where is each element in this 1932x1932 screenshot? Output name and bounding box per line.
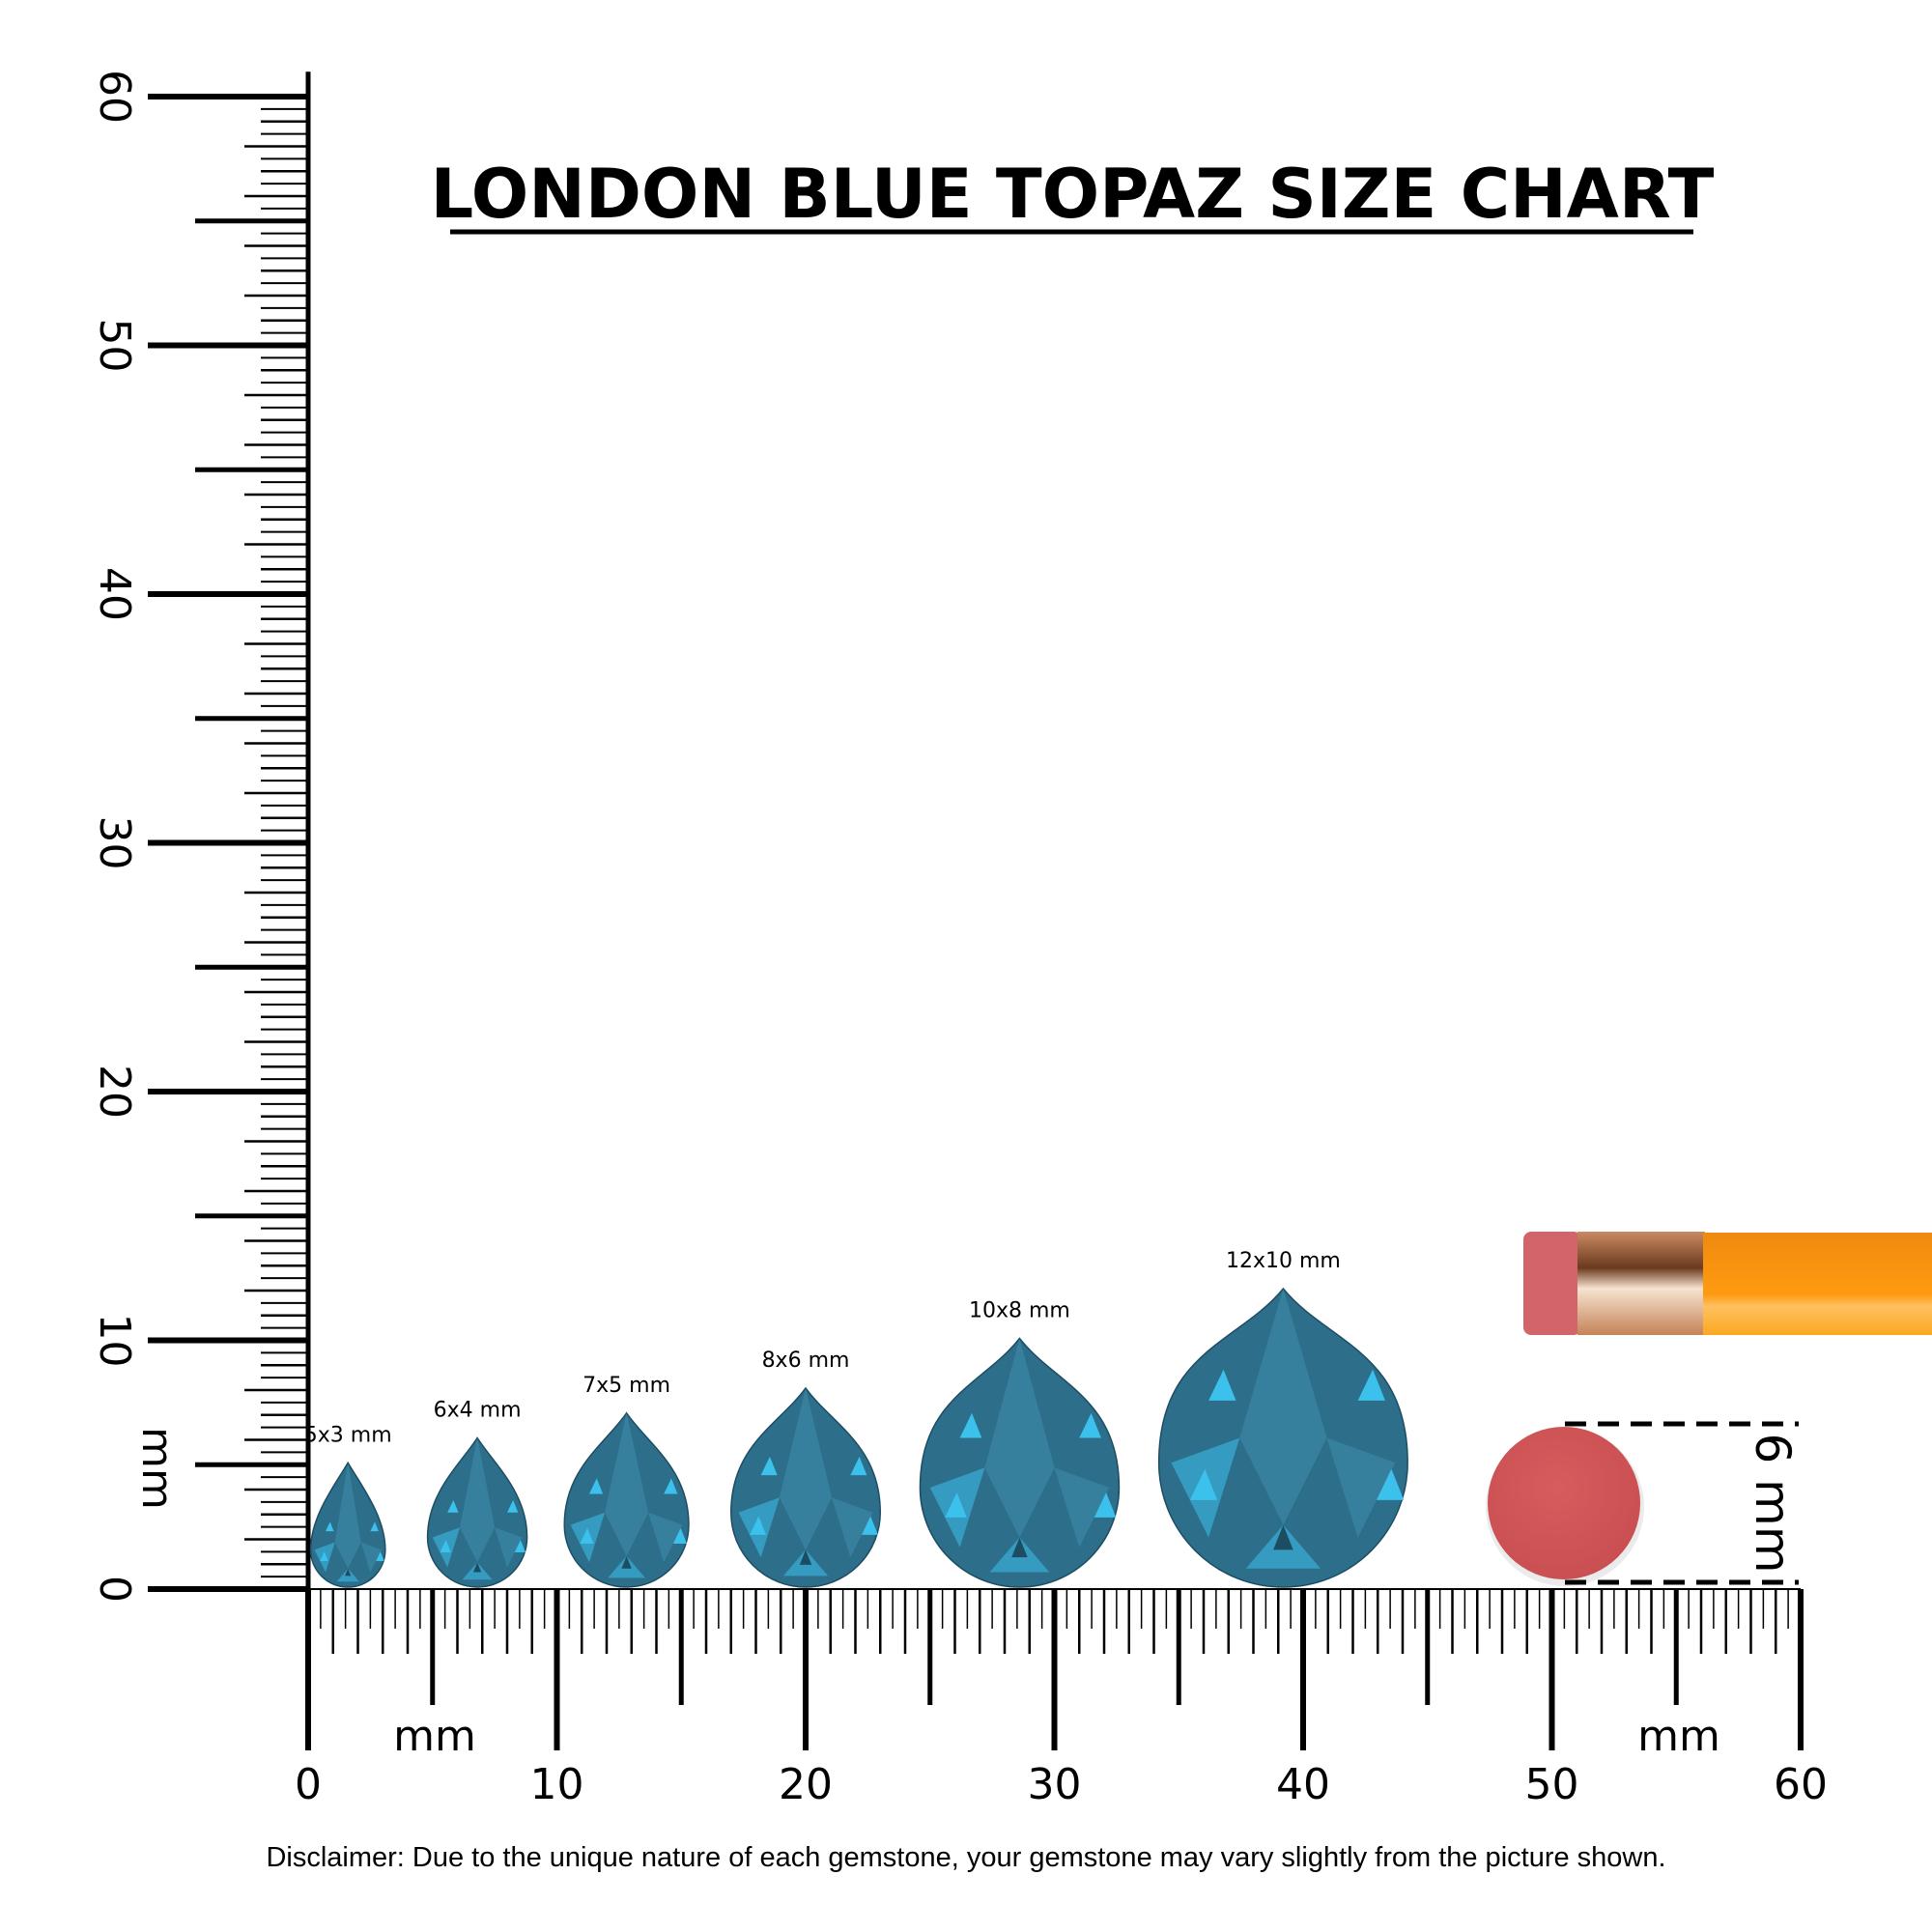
pencil-body (1703, 1233, 1932, 1335)
gem-facet (1054, 1467, 1110, 1548)
gem-10x8mm: 10x8 mm (919, 1299, 1121, 1588)
gem-facet (360, 1542, 382, 1573)
horizontal-unit-label-left: mm (393, 1712, 476, 1761)
gem-culet (472, 1562, 482, 1573)
horizontal-unit-label-right: mm (1637, 1712, 1720, 1761)
pencil-image (1523, 1232, 1932, 1335)
gem-size-label: 10x8 mm (969, 1299, 1070, 1323)
gem-sparkle (370, 1521, 379, 1532)
gem-facet (1326, 1437, 1396, 1538)
gem-5x3mm: 5x3 mm (304, 1423, 392, 1588)
gem-size-label: 7x5 mm (582, 1374, 670, 1398)
gem-facet (495, 1527, 523, 1568)
horizontal-tick-label: 30 (1028, 1760, 1082, 1809)
gem-size-label: 5x3 mm (304, 1423, 392, 1447)
gem-facet (460, 1437, 496, 1563)
gem-sparkle (376, 1551, 384, 1561)
gem-sparkle (1079, 1412, 1101, 1438)
gem-sparkle (672, 1527, 688, 1544)
vertical-tick-label: 30 (90, 816, 139, 870)
vertical-unit-label: mm (132, 1427, 182, 1510)
gem-size-label: 12x10 mm (1226, 1249, 1341, 1273)
gem-culet (799, 1549, 812, 1565)
gem-8x6mm: 8x6 mm (729, 1349, 882, 1588)
chart-title: LONDON BLUE TOPAZ SIZE CHART (431, 155, 1715, 234)
ferrule (1577, 1232, 1705, 1335)
horizontal-tick-label: 40 (1276, 1760, 1330, 1809)
horizontal-ruler: 0 10 20 30 40 50 60 (295, 1588, 1828, 1809)
horizontal-tick-label: 0 (295, 1760, 322, 1809)
horizontal-tick-label: 10 (530, 1760, 584, 1809)
gem-sparkle (1208, 1369, 1236, 1401)
gem-sparkle (440, 1540, 451, 1552)
gem-culet (345, 1568, 352, 1577)
gem-sparkle (945, 1492, 967, 1518)
gem-sparkle (1189, 1468, 1218, 1500)
eraser-ball (1488, 1427, 1640, 1579)
gem-sparkle (664, 1478, 678, 1494)
gem-7x5mm: 7x5 mm (563, 1374, 690, 1588)
vertical-tick-label: 40 (90, 567, 139, 621)
gem-sparkle (588, 1478, 604, 1494)
gem-sparkle (580, 1527, 594, 1544)
gem-sparkle (850, 1456, 867, 1476)
gem-facet (779, 1388, 833, 1550)
gem-size-label: 6x4 mm (434, 1399, 522, 1423)
gem-sparkle (507, 1499, 519, 1513)
vertical-ruler: 0 10 20 30 40 50 60 (90, 70, 311, 1603)
vertical-tick-label: 0 (90, 1576, 139, 1603)
gem-facet (1239, 1289, 1327, 1525)
gem-size-label: 8x6 mm (762, 1349, 850, 1373)
gem-facet (334, 1463, 361, 1569)
gem-sparkle (320, 1551, 328, 1561)
gem-sparkle (750, 1516, 767, 1535)
gem-culet (621, 1555, 632, 1569)
vertical-tick-label: 10 (90, 1314, 139, 1368)
eraser (1523, 1232, 1581, 1335)
gem-sparkle (1094, 1492, 1117, 1518)
gem-sparkle (1357, 1369, 1385, 1401)
gem-sparkle (1376, 1468, 1405, 1500)
gem-culet (1011, 1537, 1028, 1558)
gem-culet (1273, 1524, 1293, 1550)
gem-facet (984, 1338, 1055, 1538)
gem-sparkle (861, 1516, 878, 1535)
gem-group: 5x3 mm 6x4 mm 7x5 mm 8x6 mm 10x8 mm 12x10 mm (304, 1249, 1408, 1588)
gem-sparkle (447, 1499, 459, 1513)
vertical-tick-label: 20 (90, 1065, 139, 1119)
gem-sparkle (760, 1456, 778, 1476)
gem-facet (648, 1512, 683, 1563)
disclaimer: Disclaimer: Due to the unique nature of … (266, 1842, 1665, 1873)
horizontal-tick-label: 50 (1525, 1760, 1579, 1809)
vertical-tick-label: 60 (90, 70, 139, 124)
vertical-tick-label: 50 (90, 319, 139, 373)
gem-sparkle (326, 1521, 334, 1532)
gem-sparkle (514, 1540, 526, 1552)
gem-facet (605, 1412, 649, 1556)
gem-6x4mm: 6x4 mm (426, 1399, 528, 1588)
reference-size-label: 6 mm (1745, 1433, 1801, 1573)
horizontal-tick-label: 20 (779, 1760, 833, 1809)
horizontal-tick-label: 60 (1774, 1760, 1828, 1809)
gem-sparkle (959, 1412, 982, 1438)
gem-12x10mm: 12x10 mm (1157, 1249, 1408, 1588)
gem-facet (832, 1497, 873, 1558)
